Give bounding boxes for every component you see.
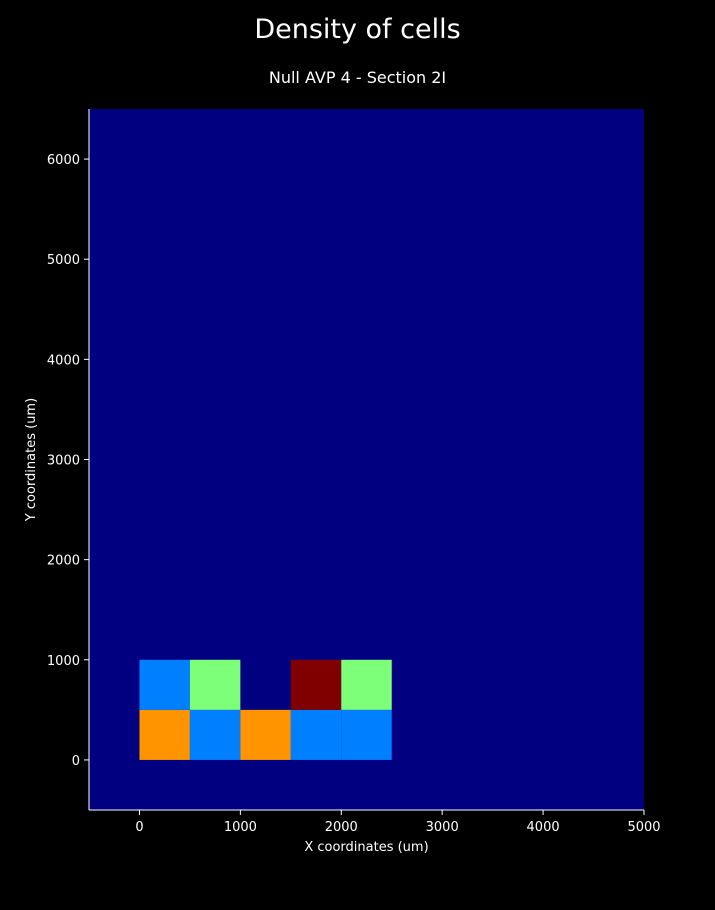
y-axis-ticks: 0 1000 2000 3000 4000 5000 6000 xyxy=(47,153,89,769)
chart-title: Null AVP 4 - Section 2I xyxy=(268,68,447,87)
x-tick-label: 3000 xyxy=(426,820,459,835)
heatmap-cell-6 xyxy=(189,659,241,710)
x-tick-label: 1000 xyxy=(224,820,257,835)
y-axis-label: Y coordinates (um) xyxy=(24,398,39,522)
heatmap-cell-7 xyxy=(290,659,342,710)
heatmap-cell-4 xyxy=(341,709,392,760)
y-tick-label: 2000 xyxy=(47,554,80,569)
x-tick-label: 2000 xyxy=(325,820,358,835)
y-tick-label: 4000 xyxy=(47,353,80,368)
heatmap-cell-0 xyxy=(139,709,190,760)
heatmap-cells xyxy=(139,659,392,760)
y-tick-label: 5000 xyxy=(47,253,80,268)
heatmap-cell-8 xyxy=(341,659,392,710)
x-axis-label: X coordinates (um) xyxy=(304,840,428,855)
y-tick-label: 1000 xyxy=(47,654,80,669)
x-axis-ticks: 0 1000 2000 3000 4000 5000 xyxy=(135,810,661,835)
heatmap-cell-5 xyxy=(139,659,190,710)
heatmap-cell-2 xyxy=(240,709,291,760)
x-tick-label: 5000 xyxy=(627,820,660,835)
x-tick-label: 0 xyxy=(135,820,143,835)
figure-suptitle: Density of cells xyxy=(254,14,461,45)
heatmap-cell-3 xyxy=(290,709,342,760)
y-tick-label: 0 xyxy=(72,754,80,769)
x-tick-label: 4000 xyxy=(527,820,560,835)
y-tick-label: 3000 xyxy=(47,454,80,469)
heatmap-cell-1 xyxy=(189,709,241,760)
y-tick-label: 6000 xyxy=(47,153,80,168)
